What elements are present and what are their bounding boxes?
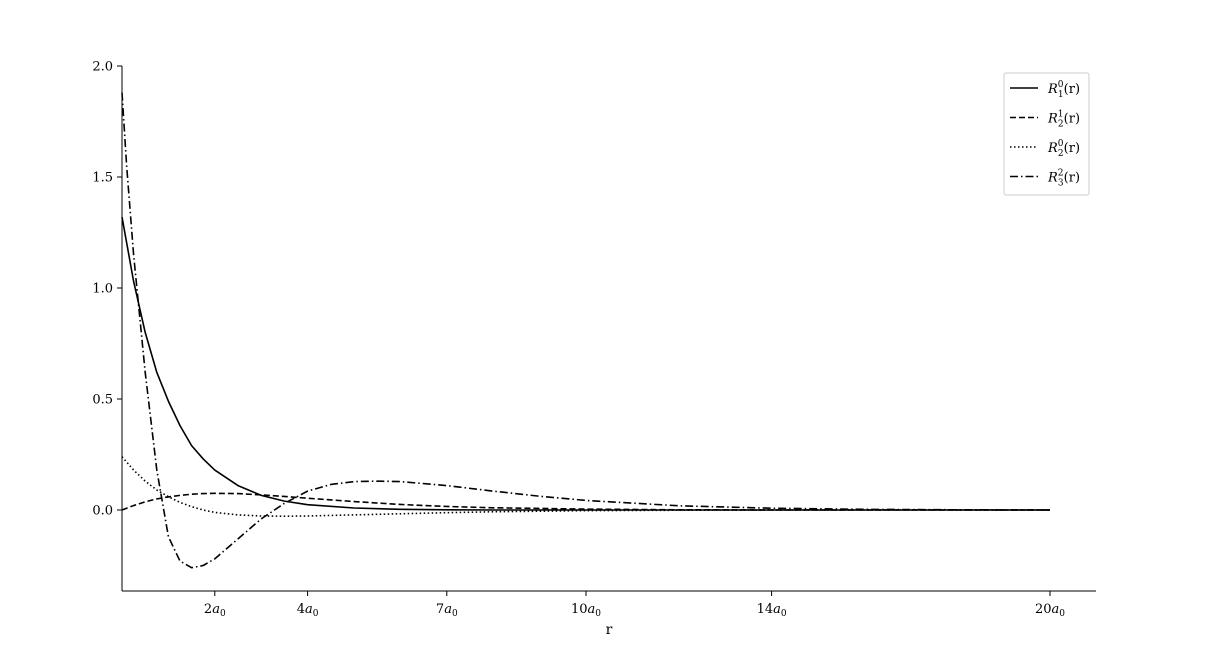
legend-label-2: R1 2(r) [1047,110,1080,130]
legend-label-4: R2 3(r) [1047,169,1080,189]
y-tick-label: 0.0 [92,504,113,519]
legend-items: R0 1(r) R1 2(r) R0 2(r) R2 3(r) [1010,80,1080,189]
y-ticks: 0.0 0.5 1.0 1.5 2.0 [92,60,122,519]
legend: R0 1(r) R1 2(r) R0 2(r) R2 3(r) [1003,72,1090,196]
x-tick-label: 2a0 [204,602,226,619]
y-tick-label: 0.5 [92,393,113,408]
x-tick-label: 14a0 [757,602,787,619]
legend-label-1: R0 1(r) [1047,80,1080,100]
y-tick-label: 1.5 [92,171,113,186]
legend-label-3: R0 2(r) [1047,139,1080,159]
y-tick-label: 1.0 [92,282,113,297]
x-axis-label: r [606,622,613,638]
series-line-4 [121,92,1051,569]
x-tick-label: 20a0 [1035,602,1065,619]
series-lines [121,92,1051,569]
legend-box [1003,72,1090,196]
x-tick-label: 10a0 [571,602,601,619]
x-tick-label: 4a0 [297,602,319,619]
plot-area: 0.0 0.5 1.0 1.5 2.0 2a0 4a0 7a0 10a0 14a0 20a0 [92,60,1096,619]
series-line-1 [121,216,1050,511]
series-line-2 [121,492,1050,511]
series-line-3 [121,456,1050,518]
x-ticks: 2a0 4a0 7a0 10a0 14a0 20a0 [204,591,1065,619]
x-tick-label: 7a0 [436,602,458,619]
y-tick-label: 2.0 [92,60,113,75]
